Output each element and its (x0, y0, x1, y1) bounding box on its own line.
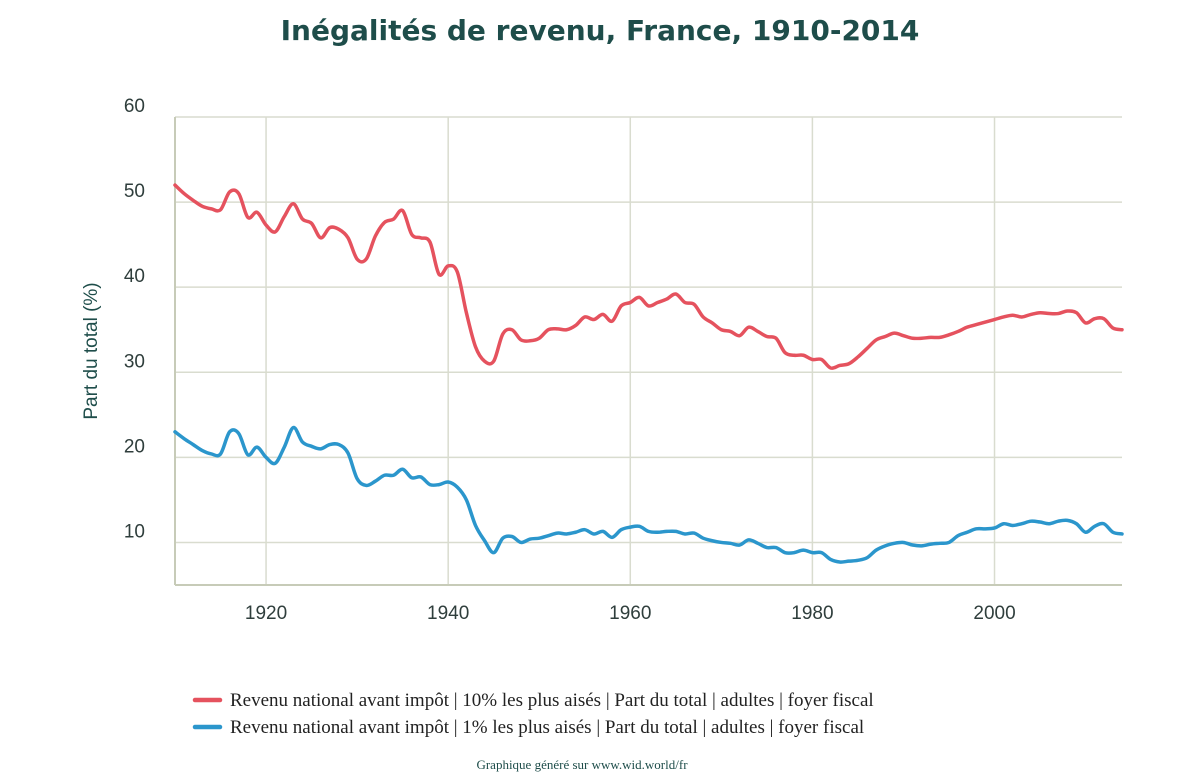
footer-credit: Graphique généré sur www.wid.world/fr (476, 757, 688, 772)
legend-label-2: Revenu national avant impôt | 1% les plu… (230, 717, 864, 738)
grid (175, 116, 1122, 585)
chart-title: Inégalités de revenu, France, 1910-2014 (281, 14, 920, 47)
y-axis-label: Part du total (%) (81, 282, 102, 419)
x-tick-label-1980: 1980 (791, 603, 833, 624)
x-tick-label-1960: 1960 (609, 603, 651, 624)
y-tick-label-50: 50 (124, 181, 145, 202)
y-tick-label-20: 20 (124, 436, 145, 457)
legend: Revenu national avant impôt | 10% les pl… (192, 690, 874, 738)
y-tick-label-60: 60 (124, 96, 145, 117)
y-tick-label-30: 30 (124, 351, 145, 372)
series-line-2 (173, 425, 1124, 564)
axes: 10 20 30 40 50 60 1920 1940 1960 1980 2000 (124, 96, 1122, 624)
y-tick-label-10: 10 (124, 521, 145, 542)
series-layer (173, 183, 1124, 564)
x-tick-label-1940: 1940 (427, 603, 469, 624)
legend-label-1: Revenu national avant impôt | 10% les pl… (230, 690, 874, 711)
x-tick-label-2000: 2000 (973, 603, 1015, 624)
series-line-1 (173, 183, 1124, 370)
y-tick-label-40: 40 (124, 266, 145, 287)
x-tick-label-1920: 1920 (245, 603, 287, 624)
